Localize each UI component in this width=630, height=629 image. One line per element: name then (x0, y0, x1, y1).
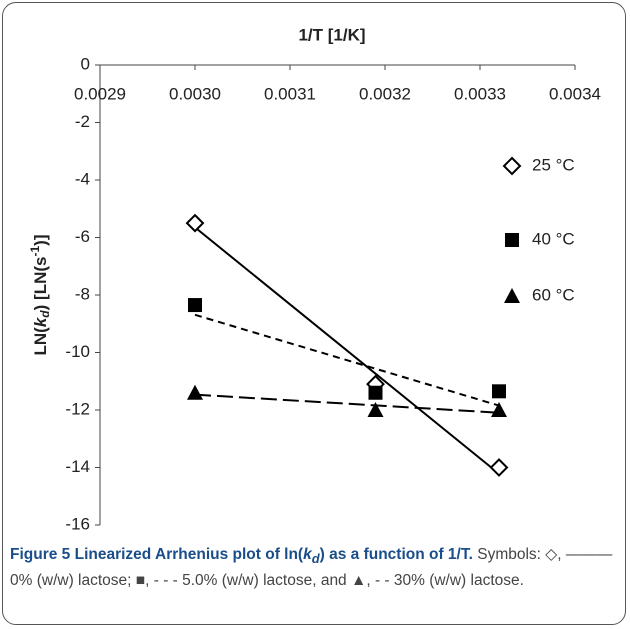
trend-line (194, 393, 500, 414)
caption-text: Symbols: ◇, ——— 0% (w/w) lactose; ■, - -… (10, 546, 613, 590)
point (188, 298, 202, 313)
legend-marker (505, 233, 519, 247)
legend-label: 60 °C (532, 285, 575, 304)
trend-line (194, 313, 500, 407)
x-tick-label: 0.0030 (169, 84, 221, 103)
caption-title: d (311, 551, 320, 567)
y-tick-label: -10 (65, 342, 90, 361)
trend-line (194, 226, 500, 475)
x-tick-label: 0.0029 (74, 84, 126, 103)
y-title-part: )] (31, 235, 50, 246)
legend-marker (504, 288, 520, 303)
point (489, 458, 509, 477)
y-title-part: LN( (31, 327, 50, 356)
legend-marker (502, 156, 522, 176)
x-tick-label: 0.0032 (359, 84, 411, 103)
legend-label: 25 °C (532, 155, 575, 174)
point (491, 402, 507, 417)
chart: 1/T [1/K] LN(kd) [LN(s-1)] 0 -2 -4 -6 -8 -10 -… (28, 25, 601, 533)
y-axis-title: LN(kd) [LN(s-1)] (28, 235, 52, 356)
point (187, 384, 203, 400)
caption-title: ) as a function of 1/T. (319, 546, 473, 563)
y-tick-label: -4 (75, 169, 90, 188)
point (367, 402, 384, 417)
y-tick-label: -14 (65, 457, 90, 476)
y-title-part: -1 (28, 246, 42, 257)
caption-title: k (303, 546, 312, 563)
x-tick-label: 0.0034 (549, 84, 601, 103)
caption-label: Figure 5 (10, 546, 71, 563)
point (185, 213, 205, 233)
y-title-part: k (31, 316, 50, 327)
y-tick-label: -6 (75, 227, 90, 246)
point (368, 385, 383, 400)
y-title-part: d (38, 310, 52, 318)
y-tick-label: -8 (75, 284, 90, 303)
y-tick-label: -12 (65, 399, 90, 418)
y-tick-label: -2 (75, 112, 90, 131)
caption: Figure 5 Linearized Arrhenius plot of ln… (10, 544, 622, 592)
legend-label: 40 °C (532, 229, 575, 248)
x-tick-label: 0.0033 (454, 84, 506, 103)
y-tick-label: 0 (81, 54, 90, 73)
caption-title: Linearized Arrhenius plot of ln( (74, 546, 304, 563)
x-axis-title: 1/T [1/K] (298, 25, 365, 44)
y-tick-label: -16 (65, 514, 90, 533)
point (492, 384, 506, 399)
y-title-part: ) [LN(s (31, 257, 50, 311)
x-tick-label: 0.0031 (264, 84, 316, 103)
